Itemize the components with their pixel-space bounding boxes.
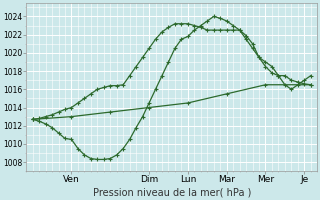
- X-axis label: Pression niveau de la mer( hPa ): Pression niveau de la mer( hPa ): [92, 187, 251, 197]
